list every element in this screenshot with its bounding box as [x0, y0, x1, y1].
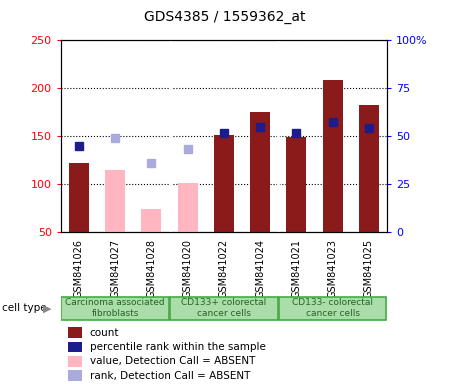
Bar: [286, 137, 306, 232]
Bar: [178, 184, 198, 232]
Text: GSM841028: GSM841028: [146, 239, 157, 298]
Bar: [214, 136, 234, 232]
FancyBboxPatch shape: [170, 297, 278, 319]
Bar: [68, 370, 81, 381]
Text: percentile rank within the sample: percentile rank within the sample: [90, 342, 266, 352]
Text: GSM841027: GSM841027: [110, 239, 120, 298]
FancyBboxPatch shape: [279, 297, 386, 319]
Text: GSM841021: GSM841021: [292, 239, 302, 298]
Text: count: count: [90, 328, 119, 338]
Text: GDS4385 / 1559362_at: GDS4385 / 1559362_at: [144, 10, 306, 23]
Text: ▶: ▶: [43, 303, 51, 313]
Bar: [250, 112, 270, 232]
FancyBboxPatch shape: [62, 297, 169, 319]
Bar: [69, 163, 89, 232]
Text: GSM841026: GSM841026: [74, 239, 84, 298]
Text: GSM841024: GSM841024: [255, 239, 265, 298]
Text: GSM841025: GSM841025: [364, 239, 374, 298]
Text: Carcinoma associated
fibroblasts: Carcinoma associated fibroblasts: [65, 298, 165, 318]
Text: GSM841022: GSM841022: [219, 239, 229, 298]
Text: rank, Detection Call = ABSENT: rank, Detection Call = ABSENT: [90, 371, 250, 381]
Bar: [105, 170, 125, 232]
Text: GSM841020: GSM841020: [183, 239, 193, 298]
Bar: [141, 209, 162, 232]
Text: value, Detection Call = ABSENT: value, Detection Call = ABSENT: [90, 356, 255, 366]
Bar: [68, 342, 81, 353]
Bar: [68, 328, 81, 338]
Bar: [68, 356, 81, 367]
Bar: [323, 80, 342, 232]
Text: GSM841023: GSM841023: [328, 239, 338, 298]
Bar: [359, 104, 379, 232]
Text: cell type: cell type: [2, 303, 47, 313]
Text: CD133- colorectal
cancer cells: CD133- colorectal cancer cells: [292, 298, 373, 318]
Text: CD133+ colorectal
cancer cells: CD133+ colorectal cancer cells: [181, 298, 266, 318]
